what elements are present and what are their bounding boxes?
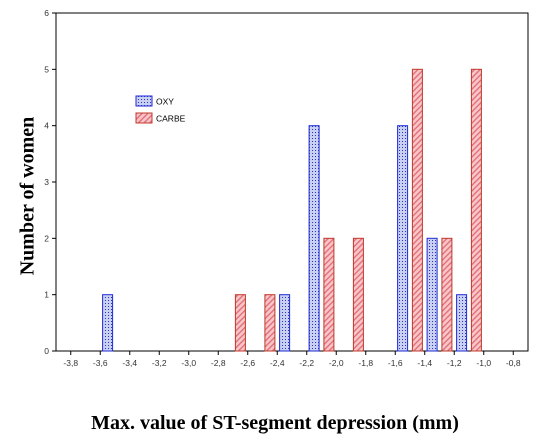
y-tick-label: 3: [44, 177, 49, 187]
x-tick-label: -0,8: [506, 358, 521, 368]
bar-oxy-5: [456, 294, 468, 352]
legend-label-oxy: OXY: [156, 97, 174, 107]
x-tick-label: -2,2: [299, 358, 314, 368]
y-tick-label: 5: [44, 64, 49, 74]
x-tick-label: -1,8: [358, 358, 373, 368]
x-axis-title: Max. value of ST-segment depression (mm): [91, 412, 459, 434]
y-axis-title-text: Number of women: [16, 116, 39, 276]
x-axis-ticks: -3,8 -3,6 -3,4 -3,2 -3,0 -2,8 -2,6 -2,4 -2,2 -2,0…: [63, 351, 521, 368]
x-tick-label: -1,2: [447, 358, 462, 368]
x-tick-label: -2,4: [270, 358, 285, 368]
x-tick-label: -1,4: [417, 358, 432, 368]
x-tick-label: -1,6: [388, 358, 403, 368]
bar-carbe-3: [352, 237, 364, 352]
x-tick-label: -3,8: [63, 358, 78, 368]
x-tick-label: -3,6: [93, 358, 108, 368]
x-tick-label: -3,4: [122, 358, 137, 368]
bar-oxy-1: [279, 294, 291, 352]
legend-label-carbe: CARBE: [156, 114, 186, 124]
x-tick-label: -1,0: [476, 358, 491, 368]
y-tick-label: 0: [44, 346, 49, 356]
bar-oxy-4: [426, 237, 438, 352]
x-tick-label: -2,8: [211, 358, 226, 368]
y-tick-label: 1: [44, 290, 49, 300]
y-tick-label: 6: [44, 8, 49, 18]
x-tick-label: -3,2: [152, 358, 167, 368]
legend-swatch-oxy: [135, 95, 153, 107]
bar-carbe-0: [234, 294, 246, 352]
bar-carbe-1: [264, 294, 276, 352]
y-tick-label: 2: [44, 233, 49, 243]
x-tick-label: -3,0: [181, 358, 196, 368]
x-tick-label: -2,0: [329, 358, 344, 368]
legend-swatch-carbe: [135, 112, 153, 124]
bar-carbe-6: [470, 68, 482, 352]
bar-oxy-0: [102, 294, 114, 352]
y-tick-label: 4: [44, 121, 49, 131]
bar-carbe-4: [411, 68, 423, 352]
bar-oxy-3: [397, 125, 409, 352]
bar-layer: [102, 68, 482, 352]
legend: OXY CARBE: [135, 95, 186, 124]
y-axis-ticks: 0 1 2 3 4 5 6: [44, 8, 56, 356]
bar-oxy-2: [308, 125, 320, 352]
bar-carbe-5: [441, 237, 453, 352]
x-tick-label: -2,6: [240, 358, 255, 368]
bar-carbe-2: [323, 237, 335, 352]
